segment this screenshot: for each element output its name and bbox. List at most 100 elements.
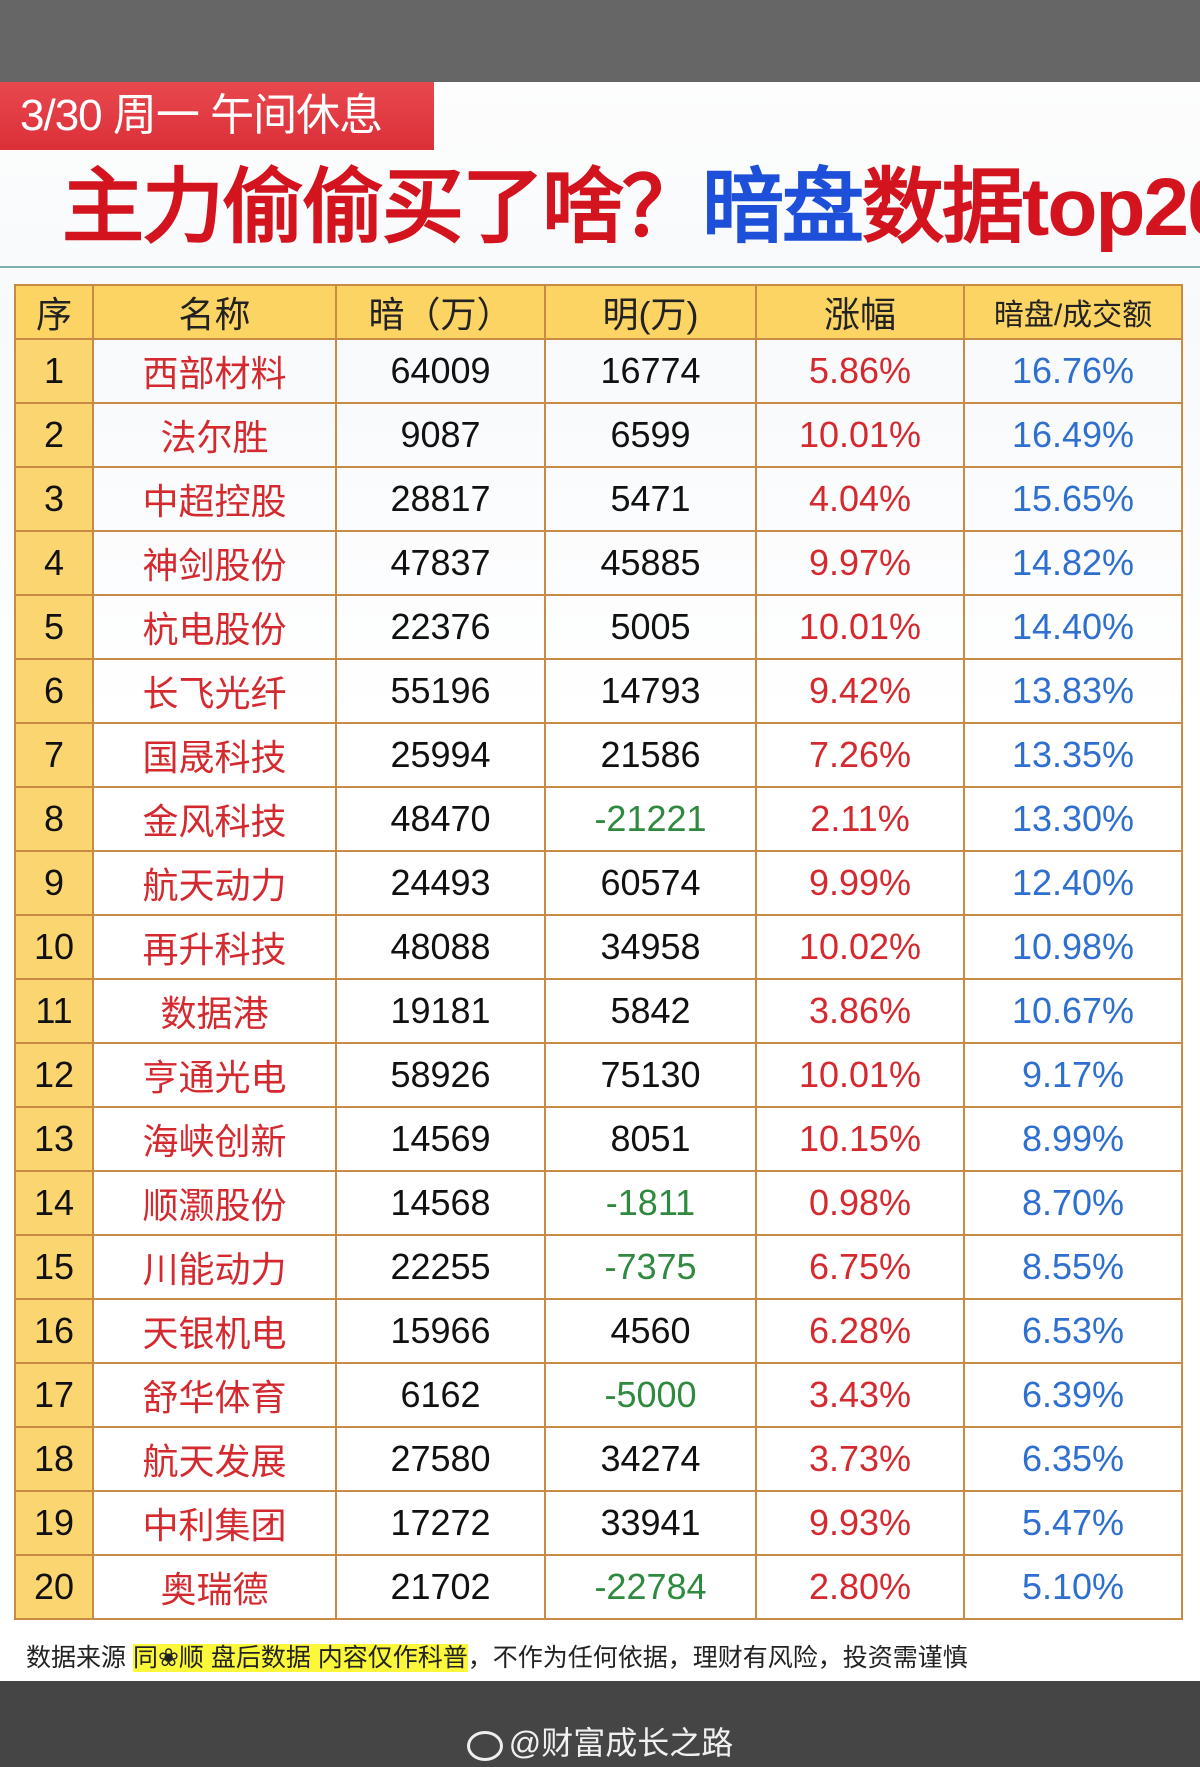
table-row: 12 亨通光电 58926 75130 10.01% 9.17%	[14, 1042, 1183, 1108]
open-value-cell: 45885	[544, 530, 757, 596]
dark-pool-table: 序 名称 暗（万） 明(万) 涨幅 暗盘/成交额 1 西部材料 64009 16774…	[14, 284, 1183, 1620]
change-cell: 6.75%	[755, 1234, 965, 1300]
dark-value-cell: 28817	[335, 466, 546, 532]
name-cell: 长飞光纤	[92, 658, 337, 724]
table-row: 19 中利集团 17272 33941 9.93% 5.47%	[14, 1490, 1183, 1556]
ratio-cell: 6.39%	[963, 1362, 1183, 1428]
index-cell: 19	[14, 1490, 94, 1556]
date-tag: 3/30 周一 午间休息	[0, 82, 434, 150]
open-value-cell: -7375	[544, 1234, 757, 1300]
index-cell: 4	[14, 530, 94, 596]
index-cell: 18	[14, 1426, 94, 1492]
change-cell: 4.04%	[755, 466, 965, 532]
name-cell: 亨通光电	[92, 1042, 337, 1108]
col-header-ratio: 暗盘/成交额	[963, 284, 1183, 340]
name-cell: 奥瑞德	[92, 1554, 337, 1620]
table-row: 3 中超控股 28817 5471 4.04% 15.65%	[14, 466, 1183, 532]
dark-value-cell: 58926	[335, 1042, 546, 1108]
table-row: 13 海峡创新 14569 8051 10.15% 8.99%	[14, 1106, 1183, 1172]
ratio-cell: 8.55%	[963, 1234, 1183, 1300]
dark-value-cell: 48088	[335, 914, 546, 980]
ratio-cell: 10.67%	[963, 978, 1183, 1044]
table-row: 9 航天动力 24493 60574 9.99% 12.40%	[14, 850, 1183, 916]
table-row: 1 西部材料 64009 16774 5.86% 16.76%	[14, 338, 1183, 404]
open-value-cell: 5842	[544, 978, 757, 1044]
name-cell: 杭电股份	[92, 594, 337, 660]
change-cell: 3.73%	[755, 1426, 965, 1492]
name-cell: 航天动力	[92, 850, 337, 916]
ratio-cell: 5.47%	[963, 1490, 1183, 1556]
open-value-cell: -22784	[544, 1554, 757, 1620]
index-cell: 3	[14, 466, 94, 532]
col-header-open: 明(万)	[544, 284, 757, 340]
dark-value-cell: 21702	[335, 1554, 546, 1620]
change-cell: 5.86%	[755, 338, 965, 404]
name-cell: 川能动力	[92, 1234, 337, 1300]
footer-highlight: 同❀顺 盘后数据 内容仅作科普	[132, 1644, 468, 1672]
ratio-cell: 8.70%	[963, 1170, 1183, 1236]
page-title: 主力偷偷买了啥？暗盘数据top20	[62, 158, 1200, 258]
dark-value-cell: 64009	[335, 338, 546, 404]
open-value-cell: -5000	[544, 1362, 757, 1428]
open-value-cell: 34958	[544, 914, 757, 980]
index-cell: 10	[14, 914, 94, 980]
open-value-cell: 34274	[544, 1426, 757, 1492]
index-cell: 5	[14, 594, 94, 660]
name-cell: 顺灏股份	[92, 1170, 337, 1236]
table-row: 20 奥瑞德 21702 -22784 2.80% 5.10%	[14, 1554, 1183, 1620]
name-cell: 航天发展	[92, 1426, 337, 1492]
index-cell: 12	[14, 1042, 94, 1108]
index-cell: 16	[14, 1298, 94, 1364]
ratio-cell: 8.99%	[963, 1106, 1183, 1172]
bottom-bar	[0, 1681, 1200, 1767]
index-cell: 15	[14, 1234, 94, 1300]
open-value-cell: 14793	[544, 658, 757, 724]
table-row: 16 天银机电 15966 4560 6.28% 6.53%	[14, 1298, 1183, 1364]
col-header-index: 序	[14, 284, 94, 340]
change-cell: 7.26%	[755, 722, 965, 788]
dark-value-cell: 14568	[335, 1170, 546, 1236]
dark-value-cell: 48470	[335, 786, 546, 852]
ratio-cell: 15.65%	[963, 466, 1183, 532]
top-bar	[0, 0, 1200, 82]
name-cell: 国晟科技	[92, 722, 337, 788]
index-cell: 7	[14, 722, 94, 788]
change-cell: 3.86%	[755, 978, 965, 1044]
dark-value-cell: 14569	[335, 1106, 546, 1172]
open-value-cell: 5471	[544, 466, 757, 532]
ratio-cell: 16.49%	[963, 402, 1183, 468]
col-header-dark: 暗（万）	[335, 284, 546, 340]
footer-suffix: ，不作为任何依据，理财有风险，投资需谨慎	[467, 1644, 968, 1672]
table-row: 2 法尔胜 9087 6599 10.01% 16.49%	[14, 402, 1183, 468]
index-cell: 6	[14, 658, 94, 724]
open-value-cell: 33941	[544, 1490, 757, 1556]
change-cell: 10.01%	[755, 1042, 965, 1108]
index-cell: 9	[14, 850, 94, 916]
dark-value-cell: 24493	[335, 850, 546, 916]
ratio-cell: 13.35%	[963, 722, 1183, 788]
table-row: 4 神剑股份 47837 45885 9.97% 14.82%	[14, 530, 1183, 596]
dark-value-cell: 22376	[335, 594, 546, 660]
dark-value-cell: 55196	[335, 658, 546, 724]
ratio-cell: 14.82%	[963, 530, 1183, 596]
col-header-name: 名称	[92, 284, 337, 340]
watermark-text: @财富成长之路	[508, 1725, 734, 1761]
index-cell: 8	[14, 786, 94, 852]
index-cell: 20	[14, 1554, 94, 1620]
change-cell: 9.42%	[755, 658, 965, 724]
change-cell: 6.28%	[755, 1298, 965, 1364]
change-cell: 10.02%	[755, 914, 965, 980]
index-cell: 11	[14, 978, 94, 1044]
name-cell: 中利集团	[92, 1490, 337, 1556]
ratio-cell: 5.10%	[963, 1554, 1183, 1620]
name-cell: 中超控股	[92, 466, 337, 532]
ratio-cell: 16.76%	[963, 338, 1183, 404]
ratio-cell: 6.53%	[963, 1298, 1183, 1364]
footer-note: 数据来源 同❀顺 盘后数据 内容仅作科普，不作为任何依据，理财有风险，投资需谨慎	[26, 1638, 968, 1674]
name-cell: 神剑股份	[92, 530, 337, 596]
footer-prefix: 数据来源	[26, 1644, 133, 1672]
change-cell: 10.15%	[755, 1106, 965, 1172]
ratio-cell: 12.40%	[963, 850, 1183, 916]
change-cell: 3.43%	[755, 1362, 965, 1428]
index-cell: 14	[14, 1170, 94, 1236]
